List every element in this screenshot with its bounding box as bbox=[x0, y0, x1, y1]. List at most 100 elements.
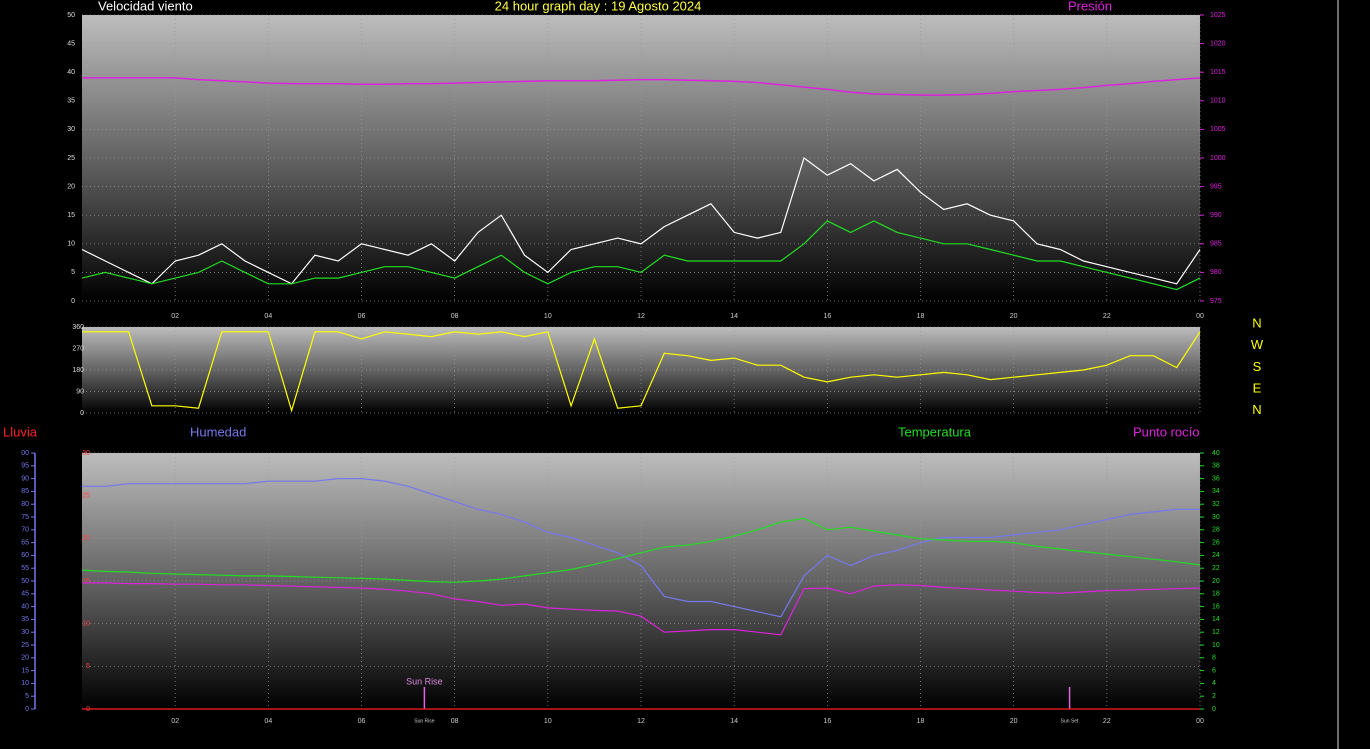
legend-label: Punto rocío bbox=[1133, 424, 1200, 439]
y-tick-label: 990 bbox=[1210, 212, 1222, 219]
y-tick-label: 20 bbox=[67, 183, 75, 190]
y-tick-label: 5 bbox=[71, 269, 75, 276]
annotation-axis-label: Sun Set bbox=[1061, 718, 1079, 724]
series-line bbox=[82, 77, 1201, 96]
y-tick-label: 45 bbox=[21, 591, 29, 598]
x-tick-label: 04 bbox=[264, 718, 272, 725]
series-line bbox=[81, 157, 1201, 285]
y-tick-label: 24 bbox=[1212, 552, 1220, 559]
y-tick-label: 60 bbox=[21, 552, 29, 559]
compass-label: N bbox=[1252, 402, 1261, 417]
y-tick-label: 40 bbox=[1212, 450, 1220, 457]
y-tick-label: 15 bbox=[21, 667, 29, 674]
legend-label: Humedad bbox=[190, 424, 246, 439]
series-line bbox=[81, 517, 1201, 583]
x-tick-label: 10 bbox=[544, 718, 552, 725]
y-tick-label: 28 bbox=[1212, 527, 1220, 534]
y-tick-label: 1020 bbox=[1210, 40, 1226, 47]
y2-axis-title: Presión bbox=[1068, 0, 1112, 13]
y-tick-label: 10 bbox=[67, 241, 75, 248]
plot-background bbox=[82, 15, 1200, 301]
y-tick-label: 30 bbox=[1212, 514, 1220, 521]
y-tick-label: 1015 bbox=[1210, 69, 1226, 76]
y-tick-label: 50 bbox=[67, 12, 75, 19]
y-tick-label: 1025 bbox=[1210, 12, 1226, 19]
x-tick-label: 08 bbox=[451, 313, 459, 320]
y-tick-label: 16 bbox=[1212, 603, 1220, 610]
x-tick-label: 02 bbox=[171, 718, 179, 725]
x-tick-label: 12 bbox=[637, 313, 645, 320]
x-tick-label: 10 bbox=[544, 313, 552, 320]
y-tick-label: 38 bbox=[1212, 463, 1220, 470]
y-tick-label: 995 bbox=[1210, 183, 1222, 190]
y-tick-label: 25 bbox=[67, 155, 75, 162]
x-tick-label: 12 bbox=[637, 718, 645, 725]
x-tick-label: 16 bbox=[823, 718, 831, 725]
y-tick-label: 55 bbox=[21, 565, 29, 572]
series-line bbox=[82, 582, 1201, 636]
y-tick-label: 180 bbox=[72, 367, 84, 374]
compass-label: W bbox=[1251, 337, 1264, 352]
y-tick-label: 90 bbox=[21, 475, 29, 482]
y-tick-label: 18 bbox=[1212, 591, 1220, 598]
series-line bbox=[82, 478, 1200, 618]
y-tick-label: 14 bbox=[1212, 616, 1220, 623]
y-tick-label: 0 bbox=[25, 706, 29, 713]
y-tick-label: 1000 bbox=[1210, 155, 1226, 162]
y-tick-label: 975 bbox=[1210, 298, 1222, 305]
x-tick-label: 22 bbox=[1103, 718, 1111, 725]
y-tick-label: 4 bbox=[1212, 680, 1216, 687]
x-tick-label: 20 bbox=[1010, 313, 1018, 320]
y-axis-title: Velocidad viento bbox=[98, 0, 193, 13]
legend-label: Temperatura bbox=[898, 424, 972, 439]
annotation-axis-label: Sun Rise bbox=[414, 718, 435, 724]
y-tick-label: 34 bbox=[1212, 488, 1220, 495]
y-tick-label: 30 bbox=[67, 126, 75, 133]
y-tick-label: 30 bbox=[21, 629, 29, 636]
y-tick-label: 45 bbox=[67, 40, 75, 47]
y-tick-label: 1005 bbox=[1210, 126, 1226, 133]
x-tick-label: 14 bbox=[730, 718, 738, 725]
x-tick-label: 22 bbox=[1103, 313, 1111, 320]
y-tick-label: 5 bbox=[25, 693, 29, 700]
x-tick-label: 00 bbox=[1196, 718, 1204, 725]
y-tick-label: 75 bbox=[21, 514, 29, 521]
plot-background bbox=[82, 327, 1200, 413]
y-tick-label: 20 bbox=[1212, 578, 1220, 585]
y-tick-label: 6 bbox=[1212, 667, 1216, 674]
annotation-label: Sun Rise bbox=[406, 676, 443, 686]
y-tick-label: 12 bbox=[1212, 629, 1220, 636]
x-tick-label: 08 bbox=[451, 718, 459, 725]
x-tick-label: 04 bbox=[264, 313, 272, 320]
y-tick-label: 1010 bbox=[1210, 98, 1226, 105]
compass-label: E bbox=[1253, 381, 1262, 396]
y-tick-label: 0 bbox=[1212, 706, 1216, 713]
y-tick-label: 95 bbox=[21, 463, 29, 470]
y-tick-label: 50 bbox=[21, 578, 29, 585]
y-tick-label: 35 bbox=[21, 616, 29, 623]
y-tick-label: 35 bbox=[67, 98, 75, 105]
x-tick-label: 18 bbox=[917, 313, 925, 320]
y-tick-label: 8 bbox=[1212, 655, 1216, 662]
y-tick-label: 65 bbox=[21, 539, 29, 546]
series-line bbox=[82, 331, 1201, 413]
y-tick-label: 26 bbox=[1212, 539, 1220, 546]
y-tick-label: 25 bbox=[21, 642, 29, 649]
x-tick-label: 00 bbox=[1196, 313, 1204, 320]
y-tick-label: 15 bbox=[67, 212, 75, 219]
y-tick-label: 00 bbox=[21, 450, 29, 457]
y-tick-label: 70 bbox=[21, 527, 29, 534]
x-tick-label: 14 bbox=[730, 313, 738, 320]
y-tick-label: 10 bbox=[21, 680, 29, 687]
y-tick-label: 270 bbox=[72, 345, 84, 352]
y-tick-label: 10 bbox=[1212, 642, 1220, 649]
y-tick-label: 980 bbox=[1210, 269, 1222, 276]
y-tick-label: 22 bbox=[1212, 565, 1220, 572]
y-tick-label: 85 bbox=[21, 488, 29, 495]
y-tick-label: 20 bbox=[21, 655, 29, 662]
legend-label: Lluvia bbox=[3, 424, 38, 439]
y-tick-label: 40 bbox=[21, 603, 29, 610]
series-line bbox=[81, 220, 1201, 291]
